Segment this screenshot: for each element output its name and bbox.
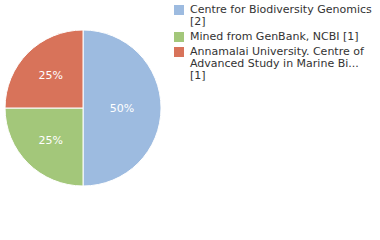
svg-text:25%: 25% — [38, 69, 62, 82]
html-text:Annamalai University. Centre o: Annamalai University. Centre of Advanced… — [190, 45, 364, 82]
html-text:Mined from GenBank, NCBI [1]: Mined from GenBank, NCBI [1] — [190, 30, 359, 43]
svg-text:25%: 25% — [38, 134, 62, 147]
html-text:Centre for Biodiversity Genomi: Centre for Biodiversity Genomics [2] — [190, 3, 372, 28]
svg-text:50%: 50% — [110, 102, 134, 115]
